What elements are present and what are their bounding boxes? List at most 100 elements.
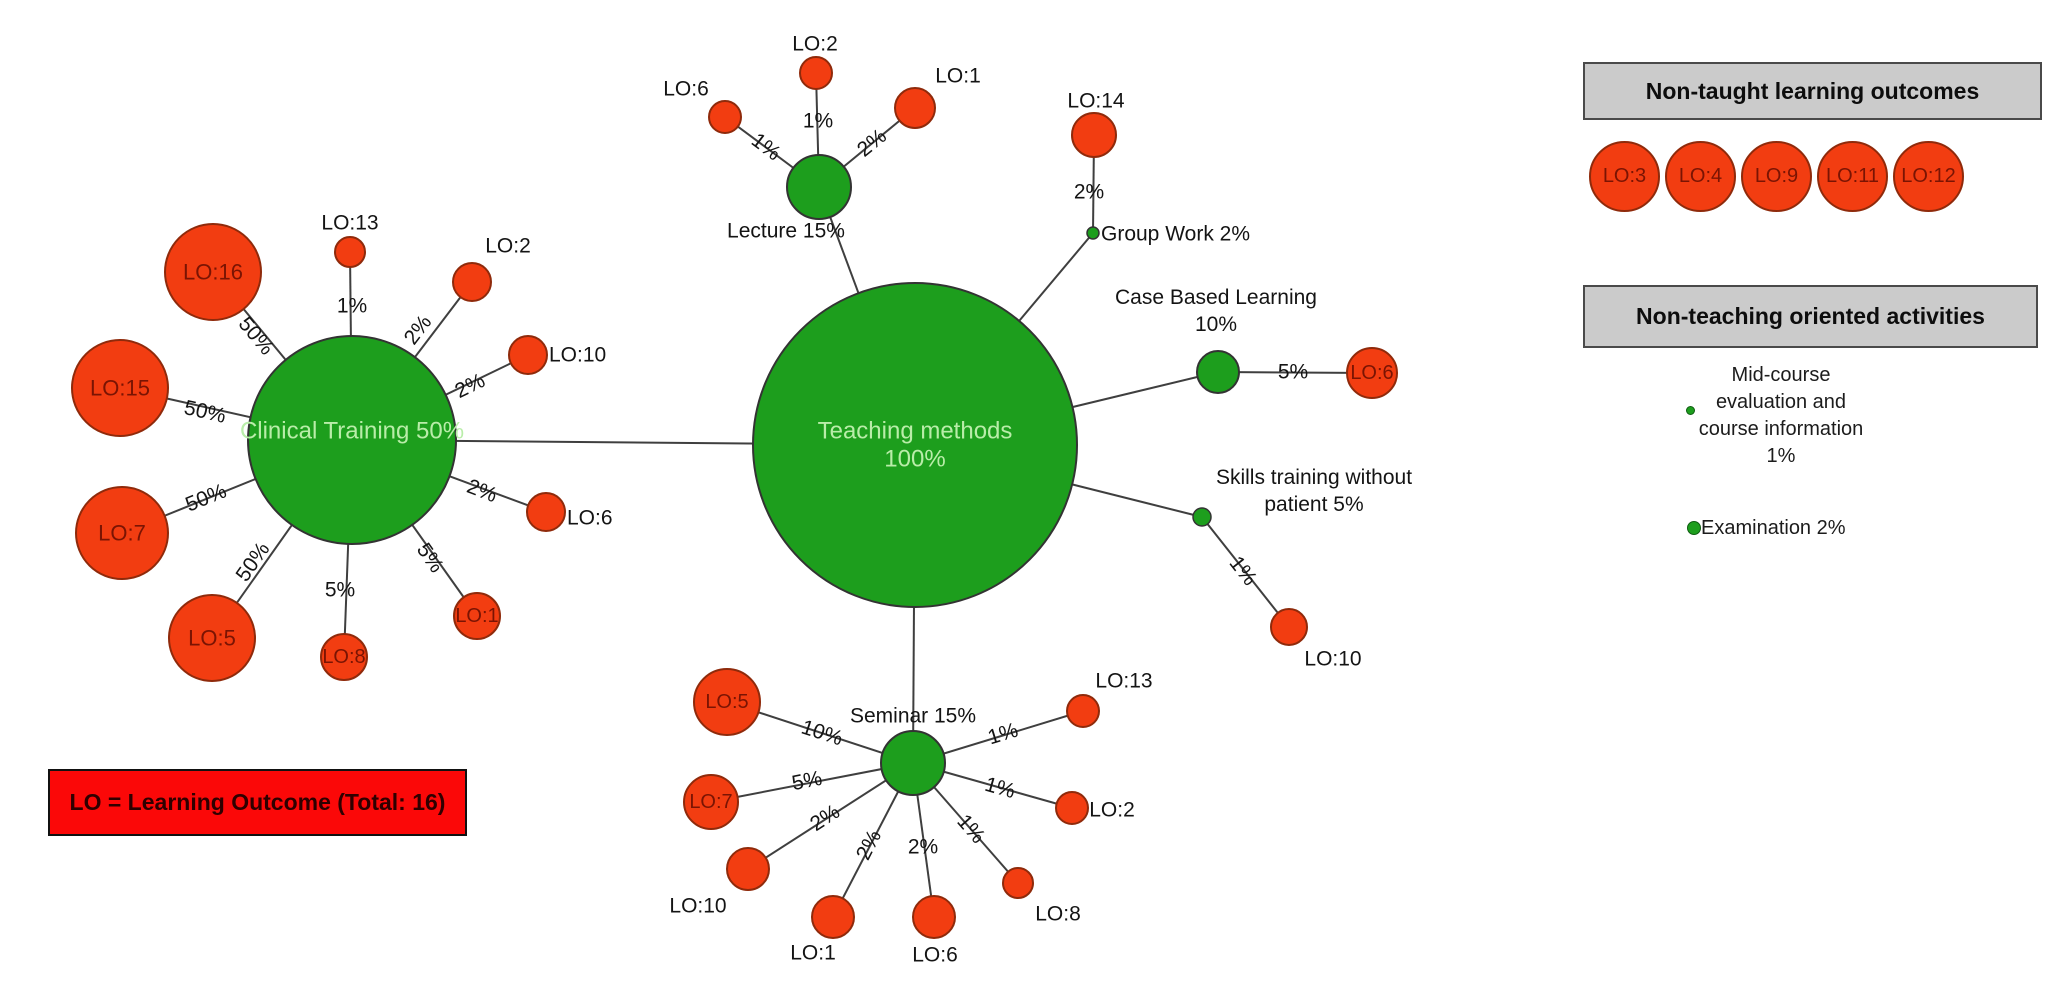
node-label-c1: LO:1 <box>455 605 498 627</box>
lo-legend-label: LO = Learning Outcome (Total: 16) <box>69 789 446 815</box>
node-label-c8: LO:8 <box>322 646 365 668</box>
node-label-s10: LO:10 <box>1304 648 1361 671</box>
node-label-l1: LO:1 <box>935 65 981 88</box>
node-m7-circle <box>683 774 739 830</box>
node-lecture-circle <box>786 154 852 220</box>
edge-skills-s10 <box>1201 516 1290 628</box>
node-m13-circle <box>1066 694 1100 728</box>
node-label-m7: LO:7 <box>689 791 732 813</box>
edge-label-11: 1% <box>803 110 833 133</box>
non-taught-circles: LO:3 LO:4 LO:9 LO:11 LO:12 <box>1589 141 1964 212</box>
edge-label-19: 2% <box>852 826 886 863</box>
examination-label: Examination 2% <box>1701 517 1846 539</box>
node-label-c16: LO:16 <box>183 260 243 285</box>
node-label-m2: LO:2 <box>1089 799 1135 822</box>
midcourse-label-line: evaluation and <box>1715 391 1847 413</box>
node-b6-circle <box>1346 347 1398 399</box>
midcourse-label-line: course information <box>1698 418 1864 440</box>
node-label-skills: Skills training without <box>1216 466 1412 489</box>
edge-label-20: 2% <box>908 836 938 859</box>
node-label-c13: LO:13 <box>321 212 378 235</box>
node-label-c15: LO:15 <box>90 376 150 401</box>
node-s10-circle <box>1270 608 1308 646</box>
node-m1-circle <box>811 895 855 939</box>
edge-label-4: 50% <box>182 396 228 428</box>
node-label-teaching: 100% <box>884 446 945 473</box>
node-m8-circle <box>1002 867 1034 899</box>
node-label-m6: LO:6 <box>912 944 958 967</box>
node-c15-circle <box>71 339 169 437</box>
node-m5-circle <box>693 668 761 736</box>
edge-label-16: 10% <box>798 716 845 751</box>
edge-label-13: 2% <box>1074 181 1104 204</box>
edge-label-14: 5% <box>1278 361 1308 384</box>
node-label-seminar: Seminar 15% <box>850 705 976 728</box>
edge-label-8: 50% <box>232 538 275 586</box>
node-label-m13: LO:13 <box>1095 670 1152 693</box>
edge-seminar-m7 <box>710 762 914 803</box>
node-c1-circle <box>453 592 501 640</box>
node-m2-circle <box>1055 791 1089 825</box>
edge-label-7: 5% <box>412 539 448 577</box>
non-taught-lo-circle: LO:9 <box>1741 141 1812 212</box>
non-taught-lo-circle: LO:11 <box>1817 141 1888 212</box>
node-label-cbl: Case Based Learning <box>1115 286 1317 309</box>
node-m10-circle <box>726 847 770 891</box>
edge-label-17: 5% <box>790 767 824 795</box>
node-label-clinical: Clinical Training 50% <box>240 418 464 445</box>
node-label-g14: LO:14 <box>1067 90 1125 113</box>
node-l1-circle <box>894 87 936 129</box>
node-label-lecture: Lecture 15% <box>727 220 845 243</box>
node-label-cbl: 10% <box>1195 313 1237 336</box>
node-label-m8: LO:8 <box>1035 903 1081 926</box>
edge-label-5: 50% <box>182 479 230 516</box>
non-taught-header: Non-taught learning outcomes <box>1583 62 2042 120</box>
node-groupwork-circle <box>1086 226 1100 240</box>
node-c16-circle <box>164 223 262 321</box>
node-clinical-circle <box>247 335 457 545</box>
node-label-c6: LO:6 <box>567 507 613 530</box>
edge-label-0: 50% <box>234 313 279 360</box>
node-label-c2: LO:2 <box>485 235 531 258</box>
node-label-l2: LO:2 <box>792 33 838 56</box>
non-taught-title: Non-taught learning outcomes <box>1645 77 1980 104</box>
non-taught-lo-circle: LO:3 <box>1589 141 1660 212</box>
non-teaching-title: Non-teaching oriented activities <box>1636 303 1985 329</box>
node-m6-circle <box>912 895 956 939</box>
node-label-l6: LO:6 <box>663 78 709 101</box>
node-c6-circle <box>526 492 566 532</box>
node-label-m10: LO:10 <box>669 895 726 918</box>
node-c5-circle <box>168 594 256 682</box>
midcourse-dot <box>1686 406 1695 415</box>
edge-label-18: 2% <box>806 800 844 836</box>
node-c13-circle <box>334 236 366 268</box>
node-l6-circle <box>708 100 742 134</box>
node-skills-circle <box>1192 507 1212 527</box>
edge-label-6: 2% <box>464 475 501 507</box>
node-label-teaching: Teaching methods <box>818 418 1013 445</box>
node-c7-circle <box>75 486 169 580</box>
midcourse-label-line: 1% <box>1766 445 1796 467</box>
node-label-c5: LO:5 <box>188 626 236 651</box>
edge-label-23: 1% <box>985 719 1021 750</box>
edge-label-22: 1% <box>982 773 1018 803</box>
node-seminar-circle <box>880 730 946 796</box>
node-c2-circle <box>452 262 492 302</box>
non-taught-lo-circle: LO:12 <box>1893 141 1964 212</box>
node-label-c7: LO:7 <box>98 521 146 546</box>
non-taught-lo-circle: LO:4 <box>1665 141 1736 212</box>
node-label-c10: LO:10 <box>549 344 606 367</box>
node-teaching-circle <box>752 282 1078 608</box>
lo-legend-box: LO = Learning Outcome (Total: 16) <box>48 769 467 836</box>
edge-label-9: 5% <box>325 579 355 602</box>
edge-label-2: 2% <box>400 311 437 349</box>
node-cbl-circle <box>1196 350 1240 394</box>
node-l2-circle <box>799 56 833 90</box>
node-label-skills: patient 5% <box>1264 493 1363 516</box>
node-g14-circle <box>1071 112 1117 158</box>
node-label-m1: LO:1 <box>790 942 836 965</box>
edge-label-1: 1% <box>337 295 367 318</box>
non-teaching-header: Non-teaching oriented activities <box>1583 285 2038 348</box>
